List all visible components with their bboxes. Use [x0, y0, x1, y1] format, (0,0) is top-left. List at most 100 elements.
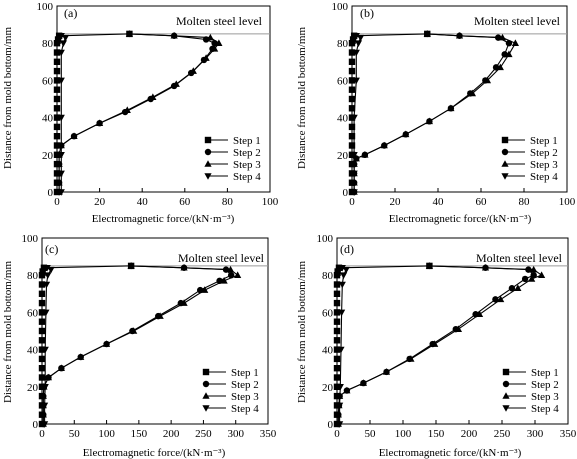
data-point-c-1 [38, 281, 46, 288]
legend-marker-d-4 [502, 405, 510, 412]
series-c-4 [40, 264, 55, 428]
series-a-3 [55, 30, 223, 195]
data-point-d-3 [359, 379, 367, 386]
data-point-a-3 [215, 39, 223, 46]
data-point-a-4 [57, 189, 65, 196]
data-point-a-4 [57, 114, 65, 122]
data-point-b-1 [348, 114, 356, 121]
data-point-d-3 [481, 263, 490, 271]
data-point-d-4 [338, 281, 346, 289]
panel-label-b: (b) [360, 6, 374, 20]
legend-label-c-3: Step 3 [231, 391, 259, 403]
xtick-label-d: 100 [395, 428, 412, 440]
data-point-b-3 [505, 50, 513, 58]
data-point-c-4 [44, 272, 52, 279]
data-point-c-3 [180, 299, 188, 306]
series-line-b-2 [353, 33, 510, 192]
data-point-c-3 [77, 353, 85, 360]
xtick-label-c: 0 [39, 428, 45, 440]
ytick-label-d: 20 [322, 382, 334, 394]
data-point-a-3 [189, 67, 197, 74]
data-point-c-1 [38, 365, 46, 372]
data-point-a-4 [57, 49, 65, 57]
data-point-c-4 [43, 264, 51, 272]
data-point-a-4 [61, 34, 70, 42]
data-point-b-4 [352, 32, 360, 40]
legend-marker-b-3 [501, 160, 509, 167]
data-point-b-3 [455, 31, 464, 39]
data-point-c-1 [38, 327, 46, 335]
data-point-b-1 [348, 67, 356, 75]
data-point-d-1 [333, 299, 341, 307]
data-point-a-1 [53, 40, 61, 47]
panel-label-a: (a) [64, 6, 77, 20]
legend-marker-c-4 [202, 405, 210, 412]
ytick-label-b: 80 [337, 38, 349, 50]
data-point-d-4 [338, 264, 346, 272]
data-point-a-1 [54, 36, 62, 43]
xtick-label-c: 350 [260, 428, 277, 440]
ytick-label-b: 100 [332, 1, 349, 13]
data-point-c-1 [38, 374, 46, 381]
xlabel-d: Electromagnetic force/(kN·m⁻³) [379, 447, 522, 459]
data-point-b-1 [350, 32, 358, 39]
data-point-c-3 [226, 265, 235, 273]
level-label-d: Molten steel level [476, 251, 563, 265]
data-point-d-1 [333, 383, 341, 390]
data-point-d-1 [333, 318, 341, 325]
xtick-label-d: 250 [494, 428, 511, 440]
legend-marker-a-2 [204, 148, 212, 156]
data-point-d-3 [407, 355, 415, 362]
data-point-b-4 [357, 34, 365, 42]
xtick-label-b: 20 [390, 196, 402, 208]
data-point-d-3 [528, 275, 536, 282]
data-point-c-1 [38, 272, 46, 279]
data-point-c-1 [38, 355, 46, 363]
ytick-label-c: 20 [27, 382, 39, 394]
panel-b: (b) Molten steel level Electromagnetic f… [296, 1, 576, 225]
ytick-label-d: 60 [322, 307, 334, 319]
data-point-d-3 [382, 368, 391, 375]
panel-a: (a) Molten steel level Electromagnetic f… [2, 1, 279, 225]
data-point-a-3 [202, 54, 210, 61]
legend-label-d-1: Step 1 [531, 367, 559, 379]
ylabel-a: Distance from mold bottom/mm [2, 27, 14, 170]
data-point-a-1 [53, 95, 61, 103]
legend-label-b-1: Step 1 [530, 135, 558, 147]
data-point-d-3 [454, 325, 463, 332]
xtick-label-a: 80 [222, 196, 234, 208]
data-point-a-4 [57, 32, 65, 40]
ytick-label-c: 100 [22, 233, 39, 245]
xtick-label-d: 150 [428, 428, 445, 440]
data-point-b-4 [352, 49, 360, 57]
data-point-c-3 [156, 312, 164, 319]
data-point-a-1 [53, 77, 61, 84]
data-point-b-3 [447, 104, 455, 112]
legend-label-a-4: Step 4 [233, 171, 261, 183]
data-point-d-2 [521, 275, 529, 283]
series-line-b-1 [351, 33, 428, 192]
data-point-a-4 [59, 40, 67, 47]
ylabel-c: Distance from mold bottom/mm [2, 261, 14, 404]
data-point-d-4 [338, 309, 346, 317]
data-point-d-1 [333, 272, 341, 279]
data-point-a-1 [53, 58, 61, 65]
legend-marker-b-1 [501, 136, 509, 144]
data-point-d-3 [497, 295, 505, 303]
data-point-a-4 [57, 170, 65, 178]
data-point-b-3 [468, 89, 476, 97]
legend-label-b-4: Step 4 [530, 171, 558, 183]
data-point-c-1 [38, 299, 46, 307]
data-point-d-4 [336, 402, 344, 410]
data-point-d-4 [337, 346, 345, 354]
data-point-b-3 [423, 30, 431, 37]
ytick-label-a: 0 [48, 187, 54, 199]
ytick-label-a: 100 [37, 1, 54, 13]
data-point-a-3 [96, 119, 104, 126]
data-point-c-1 [38, 309, 46, 316]
data-point-b-3 [511, 39, 519, 46]
panel-label-d: (d) [340, 242, 354, 256]
data-point-a-1 [53, 86, 61, 93]
ytick-label-b: 0 [343, 187, 349, 199]
